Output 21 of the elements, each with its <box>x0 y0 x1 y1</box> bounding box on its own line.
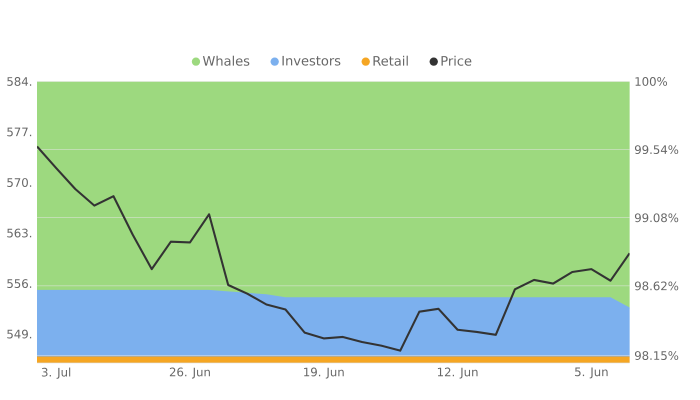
x-tick-label: 19. Jun <box>304 368 344 379</box>
line-series <box>37 145 630 352</box>
y2-tick-label: 99.08% <box>634 213 678 222</box>
y-tick-label: 556. <box>7 279 32 288</box>
x-tick-label: 5. Jun <box>575 368 608 378</box>
legend-label: Price <box>442 56 472 66</box>
y-tick-label: 577. <box>7 128 32 136</box>
y-tick-label: 570. <box>7 178 32 187</box>
x-tick-label: 3. Jul <box>42 368 70 379</box>
y2-tick-label: 99.54% <box>634 145 678 154</box>
legend-label: Investors <box>282 56 340 66</box>
y2-tick-label: 98.62% <box>634 281 678 290</box>
legend-label: Whales <box>202 56 250 66</box>
y-tick-label: 584. <box>7 77 32 86</box>
y-tick-label: 563. <box>7 228 32 238</box>
y2-tick-label: 100% <box>636 77 668 86</box>
legend-label: Retail <box>374 56 408 66</box>
x-tick-label: 26. Jun <box>170 368 210 379</box>
x-tick-label: 12. Jun <box>438 368 478 379</box>
y-tick-label: 549. <box>7 330 32 339</box>
y2-tick-label: 98.15% <box>634 351 678 360</box>
